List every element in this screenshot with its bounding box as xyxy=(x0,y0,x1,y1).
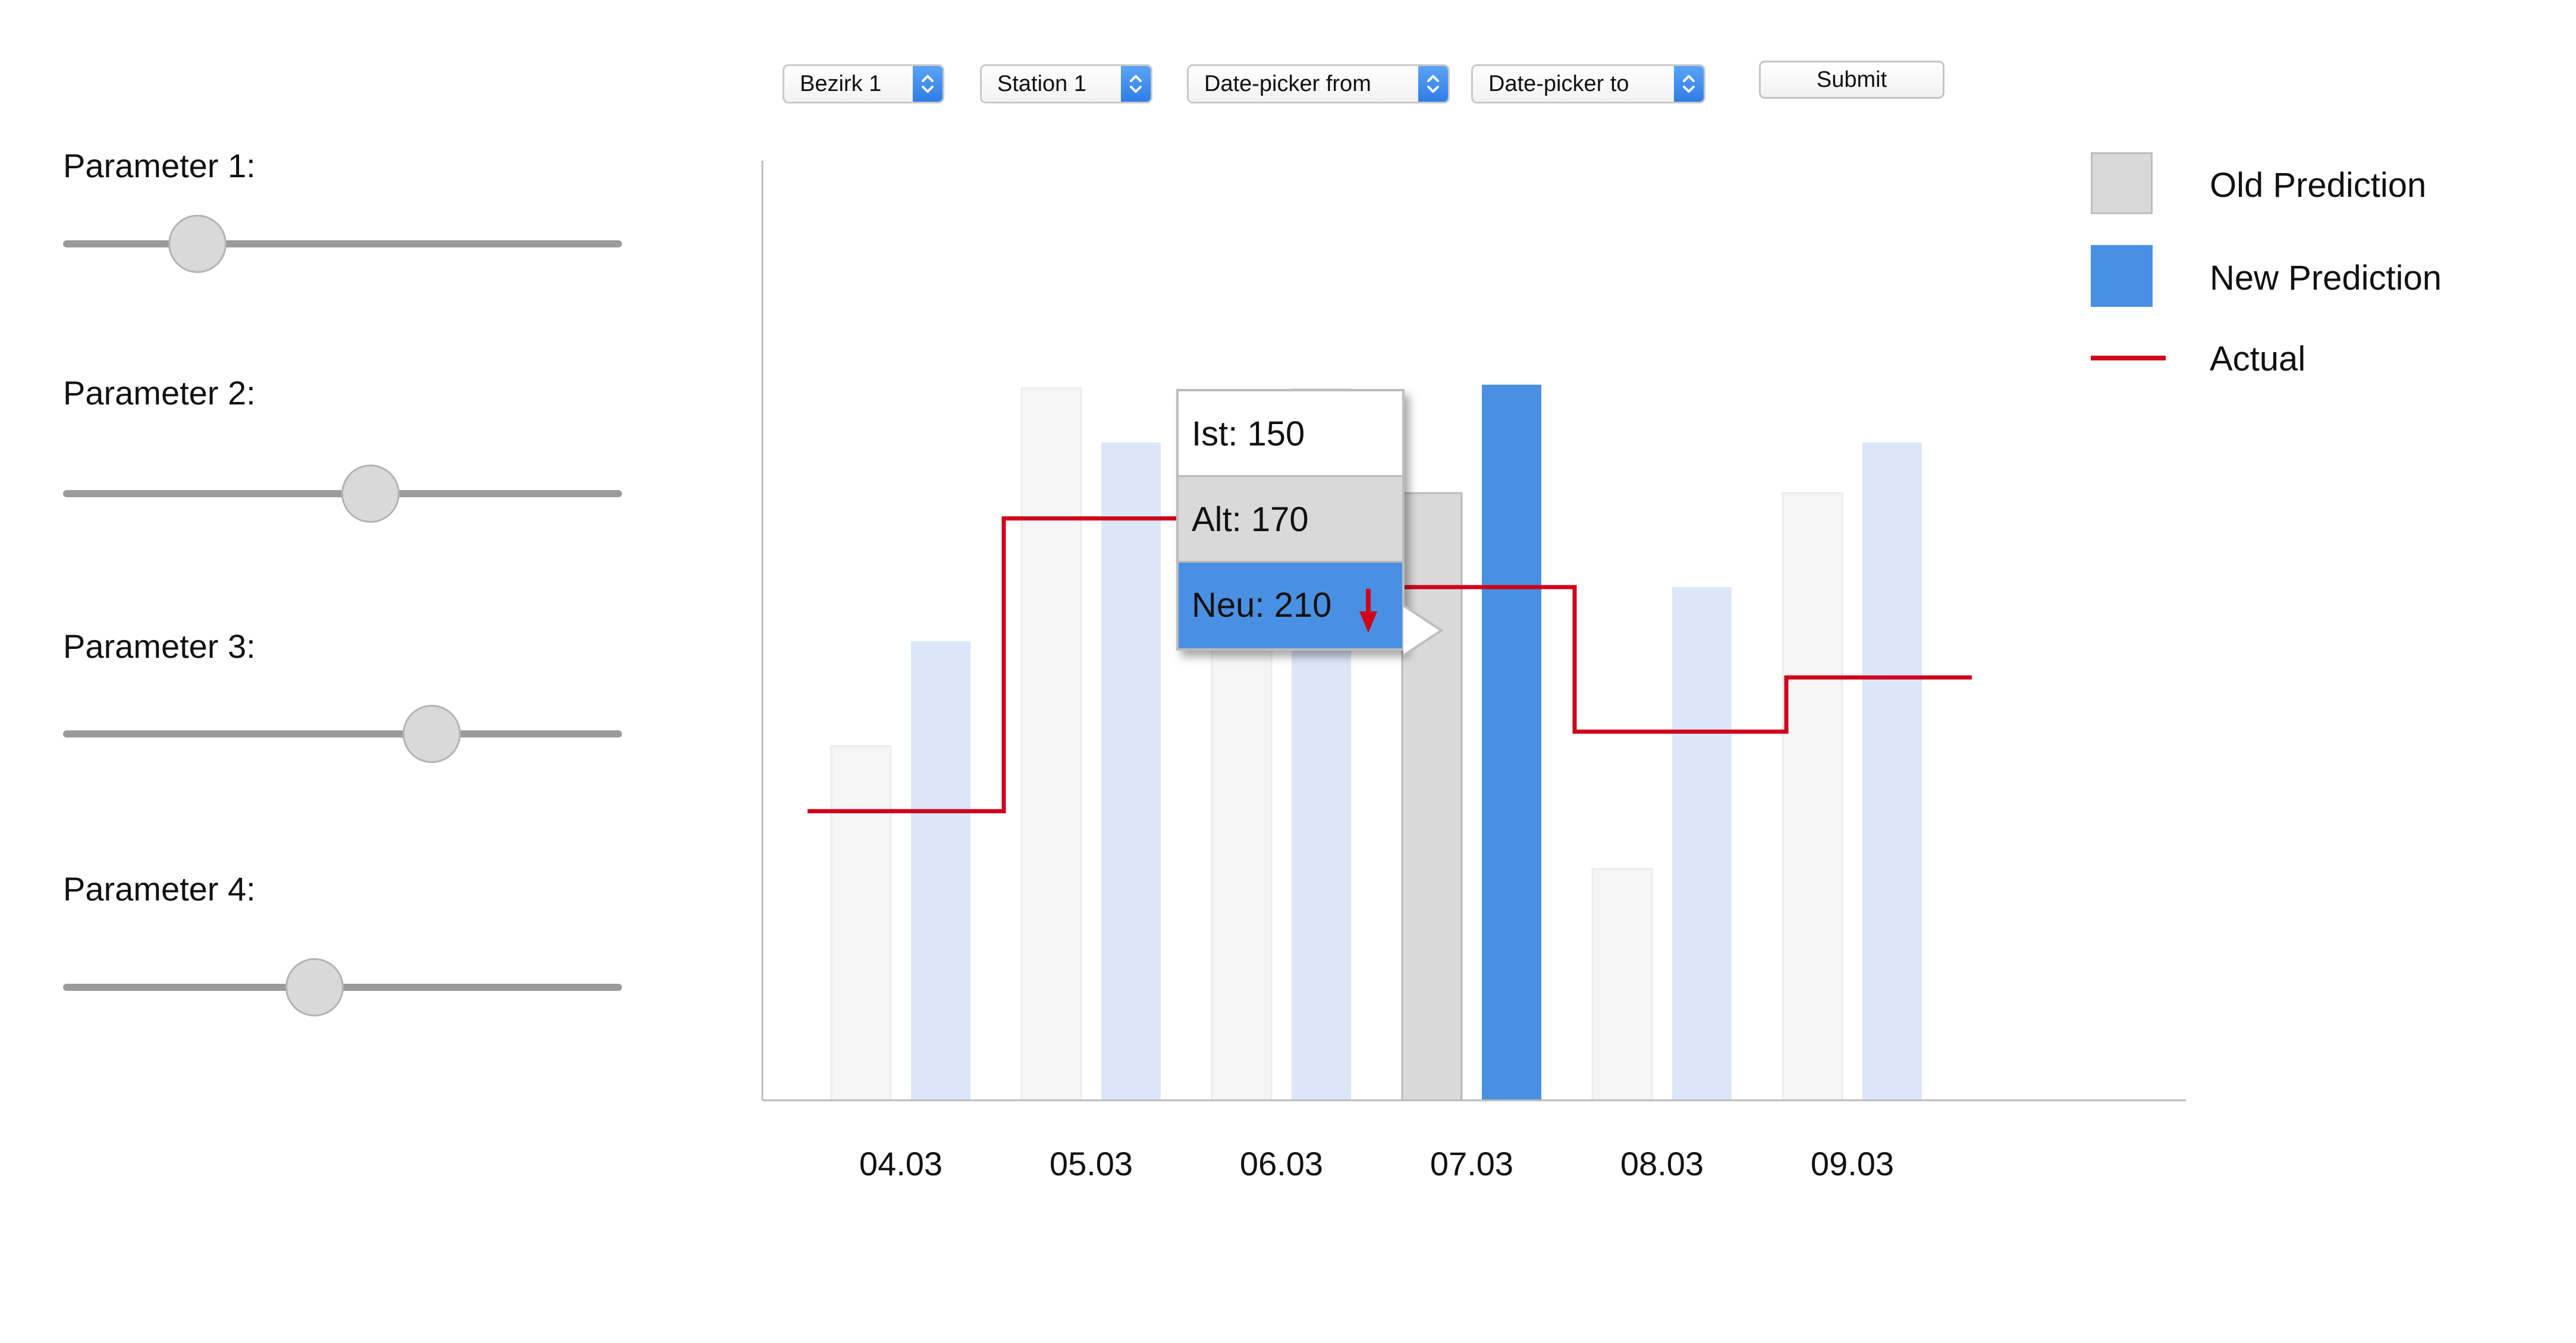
date-to-picker[interactable]: Date-picker to xyxy=(1471,64,1705,103)
tooltip-old-value: Alt: 170 xyxy=(1179,477,1402,563)
date-from-value: Date-picker from xyxy=(1204,71,1371,96)
x-tick-label: 04.03 xyxy=(859,1145,943,1182)
parameter-1-slider[interactable] xyxy=(63,215,622,273)
parameter-2-slider-thumb[interactable] xyxy=(341,465,400,523)
new-prediction-bar xyxy=(1862,443,1922,1100)
parameter-4-slider[interactable] xyxy=(63,958,622,1016)
x-tick-label: 06.03 xyxy=(1240,1145,1323,1182)
old-prediction-bar xyxy=(1782,492,1843,1102)
legend-new-label: New Prediction xyxy=(2210,259,2442,297)
old-prediction-bar xyxy=(830,745,892,1102)
new-prediction-bar xyxy=(1482,384,1541,1100)
date-from-picker[interactable]: Date-picker from xyxy=(1187,64,1450,103)
district-select[interactable]: Bezirk 1 xyxy=(783,64,944,103)
actual-line-swatch xyxy=(2091,356,2166,360)
down-arrow-icon xyxy=(1359,589,1377,633)
x-tick-label: 08.03 xyxy=(1620,1145,1704,1182)
parameter-3-label: Parameter 3: xyxy=(63,627,256,665)
station-select[interactable]: Station 1 xyxy=(980,64,1152,103)
filter-toolbar: Bezirk 1 Station 1 Date-picker from Date… xyxy=(0,0,2576,119)
x-tick-label: 09.03 xyxy=(1811,1145,1894,1182)
parameter-3-slider[interactable] xyxy=(63,705,622,763)
x-tick-label: 05.03 xyxy=(1050,1145,1133,1182)
axis-layer xyxy=(761,161,2186,1102)
new-prediction-bar xyxy=(1672,587,1732,1100)
new-prediction-swatch xyxy=(2091,245,2153,307)
x-tick-labels: 04.03 05.03 06.03 07.03 08.03 09.03 xyxy=(859,1145,1894,1182)
submit-button[interactable]: Submit xyxy=(1759,61,1944,99)
new-prediction-bar xyxy=(911,641,970,1100)
select-stepper-icon xyxy=(1674,66,1704,102)
parameter-2-label: Parameter 2: xyxy=(63,374,256,412)
tooltip-pointer xyxy=(1403,604,1444,657)
parameter-1-slider-thumb[interactable] xyxy=(168,215,227,273)
old-prediction-bar xyxy=(1591,868,1653,1102)
legend-actual-label: Actual xyxy=(2210,340,2306,378)
parameter-4-label: Parameter 4: xyxy=(63,870,256,908)
parameter-1-label: Parameter 1: xyxy=(63,147,256,184)
old-prediction-swatch xyxy=(2091,152,2153,214)
district-select-value: Bezirk 1 xyxy=(800,71,882,96)
parameter-3-slider-thumb[interactable] xyxy=(403,705,461,763)
tooltip-new-value: Neu: 210 xyxy=(1192,586,1332,625)
parameter-2-slider[interactable] xyxy=(63,465,622,523)
legend-old-label: Old Prediction xyxy=(2210,166,2427,205)
value-tooltip: Ist: 150 Alt: 170 Neu: 210 xyxy=(1176,389,1405,651)
tooltip-actual-value: Ist: 150 xyxy=(1179,391,1402,477)
tooltip-new-row: Neu: 210 xyxy=(1179,563,1402,648)
x-tick-label: 07.03 xyxy=(1430,1145,1513,1182)
old-prediction-bar xyxy=(1401,492,1463,1102)
new-prediction-bar xyxy=(1101,443,1161,1100)
date-to-value: Date-picker to xyxy=(1488,71,1629,96)
old-prediction-bar xyxy=(1020,387,1082,1102)
station-select-value: Station 1 xyxy=(997,71,1086,96)
select-stepper-icon xyxy=(1121,66,1151,102)
select-stepper-icon xyxy=(913,66,943,102)
select-stepper-icon xyxy=(1418,66,1448,102)
parameter-4-slider-thumb[interactable] xyxy=(285,958,344,1016)
